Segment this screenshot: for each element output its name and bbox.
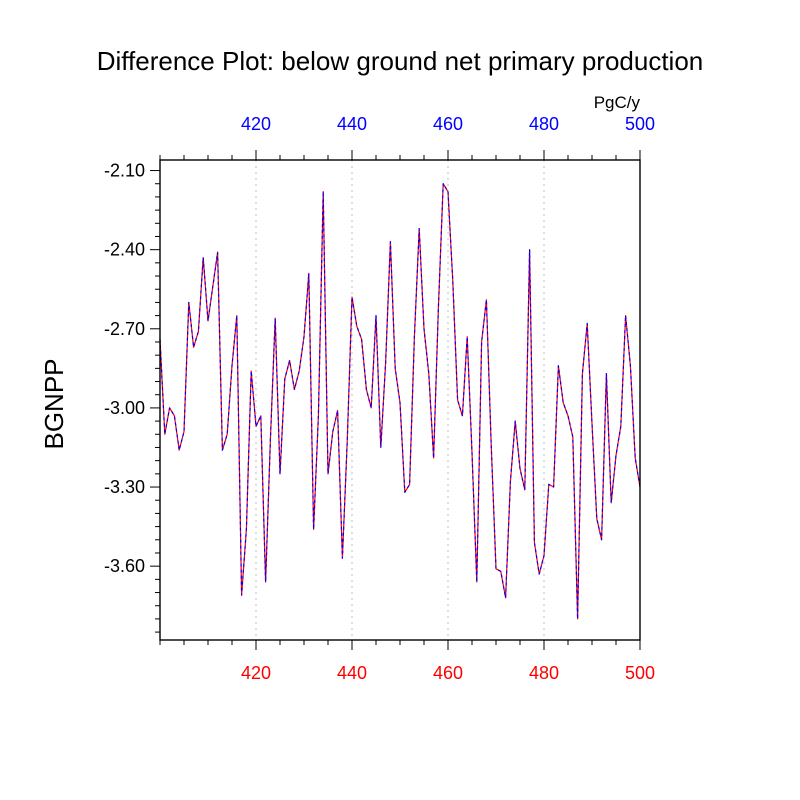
y-tick-label-4: -3.30 xyxy=(104,477,145,497)
x-tick-label-bottom-4: 500 xyxy=(625,663,655,683)
x-tick-label-bottom-0: 420 xyxy=(241,663,271,683)
line-series-blue xyxy=(159,183,641,620)
series-lines xyxy=(159,183,641,620)
y-tick-label-3: -3.00 xyxy=(104,398,145,418)
grid-lines xyxy=(255,160,545,640)
y-tick-label-5: -3.60 xyxy=(104,556,145,576)
units-label: PgC/y xyxy=(594,93,641,112)
y-tick-label-2: -2.70 xyxy=(104,319,145,339)
y-tick-label-1: -2.40 xyxy=(104,240,145,260)
tick-labels: -2.10 -2.40 -2.70 -3.00 -3.30 -3.60 420 420 440 4… xyxy=(104,114,655,683)
axis-ticks xyxy=(150,150,641,650)
x-tick-label-bottom-3: 480 xyxy=(529,663,559,683)
chart-title: Difference Plot: below ground net primar… xyxy=(97,46,704,76)
x-tick-label-bottom-2: 460 xyxy=(433,663,463,683)
y-axis-label: BGNPP xyxy=(39,358,69,449)
x-tick-label-top-2: 460 xyxy=(433,114,463,134)
x-tick-label-top-4: 500 xyxy=(625,114,655,134)
x-tick-label-top-1: 440 xyxy=(337,114,367,134)
y-tick-label-0: -2.10 xyxy=(104,161,145,181)
x-tick-label-top-0: 420 xyxy=(241,114,271,134)
line-series-red xyxy=(159,183,641,620)
x-tick-label-top-3: 480 xyxy=(529,114,559,134)
x-tick-label-bottom-1: 440 xyxy=(337,663,367,683)
plot-frame xyxy=(159,159,641,641)
